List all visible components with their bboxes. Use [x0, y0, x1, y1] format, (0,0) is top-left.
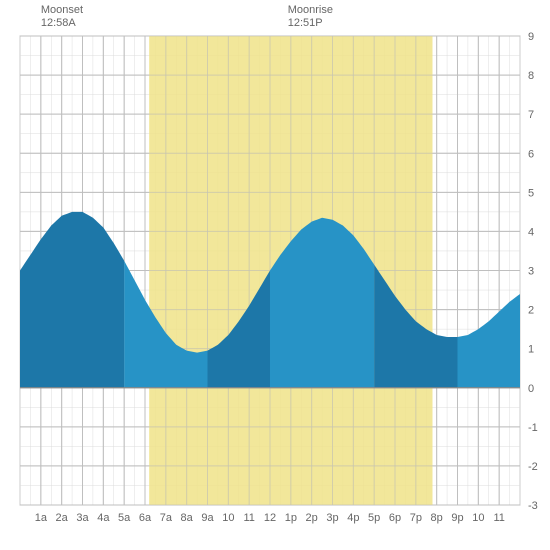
x-tick-label: 7p [410, 512, 422, 524]
moonrise-annotation: Moonrise 12:51P [288, 4, 333, 30]
x-tick-label: 2a [56, 512, 69, 524]
x-tick-label: 10 [222, 512, 234, 524]
x-tick-label: 1a [35, 512, 48, 524]
y-tick-label: 3 [528, 266, 534, 278]
moonset-annotation: Moonset 12:58A [41, 4, 83, 30]
moonrise-time: 12:51P [288, 17, 323, 29]
tide-chart: -3-2-101234567891a2a3a4a5a6a7a8a9a101112… [0, 0, 550, 550]
y-tick-label: 8 [528, 70, 534, 82]
y-tick-label: 5 [528, 187, 534, 199]
x-tick-label: 3p [326, 512, 338, 524]
y-tick-label: -1 [528, 422, 538, 434]
moonset-time: 12:58A [41, 17, 76, 29]
x-tick-label: 9p [451, 512, 463, 524]
x-tick-label: 5a [118, 512, 131, 524]
y-tick-label: 4 [528, 226, 534, 238]
y-tick-label: 0 [528, 383, 534, 395]
x-tick-label: 3a [76, 512, 89, 524]
x-tick-label: 5p [368, 512, 380, 524]
y-tick-label: 1 [528, 344, 534, 356]
x-tick-label: 10 [472, 512, 484, 524]
x-tick-label: 11 [493, 512, 504, 524]
y-tick-label: -3 [528, 500, 538, 512]
x-tick-label: 4p [347, 512, 359, 524]
x-tick-label: 6p [389, 512, 401, 524]
x-tick-label: 4a [97, 512, 110, 524]
y-tick-label: 6 [528, 148, 534, 160]
y-tick-label: 9 [528, 31, 534, 43]
y-tick-label: 2 [528, 305, 534, 317]
x-tick-label: 8a [181, 512, 194, 524]
x-tick-label: 8p [431, 512, 443, 524]
y-tick-label: -2 [528, 461, 538, 473]
x-tick-label: 6a [139, 512, 152, 524]
x-tick-label: 9a [201, 512, 214, 524]
x-tick-label: 1p [285, 512, 297, 524]
x-tick-label: 2p [306, 512, 318, 524]
y-tick-label: 7 [528, 109, 534, 121]
moonrise-title: Moonrise [288, 4, 333, 16]
x-tick-label: 7a [160, 512, 173, 524]
x-tick-label: 12 [264, 512, 276, 524]
x-tick-label: 11 [243, 512, 254, 524]
chart-svg: -3-2-101234567891a2a3a4a5a6a7a8a9a101112… [0, 0, 550, 550]
moonset-title: Moonset [41, 4, 83, 16]
